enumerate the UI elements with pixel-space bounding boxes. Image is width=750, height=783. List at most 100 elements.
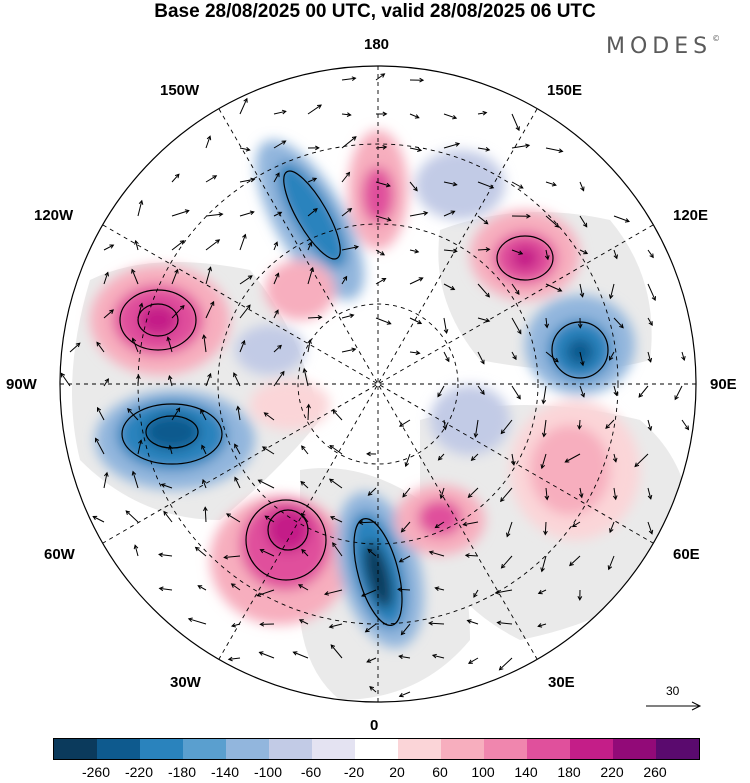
wind-arrow — [609, 351, 615, 361]
wind-arrow-head — [179, 240, 185, 245]
wind-arrow — [511, 351, 517, 360]
wind-arrow-head — [577, 424, 582, 430]
wind-arrow-head — [367, 548, 373, 554]
wind-arrow-head — [540, 567, 545, 573]
lon-label-60e: 60E — [673, 546, 700, 563]
wind-arrow-head — [386, 320, 392, 325]
wind-arrow-head — [518, 250, 524, 255]
wind-arrow — [409, 277, 423, 285]
wind-arrow-head — [437, 392, 442, 398]
colorbar-segment — [140, 739, 183, 759]
wind-arrow — [647, 351, 652, 363]
colorbar-segment — [398, 739, 441, 759]
wind-arrow-head — [60, 372, 66, 378]
wind-arrow — [477, 351, 485, 364]
lon-label-150w: 150W — [160, 82, 200, 99]
wind-arrow — [506, 521, 513, 537]
wind-arrow — [258, 479, 275, 489]
wind-arrow-head — [366, 451, 371, 457]
wind-arrow — [324, 589, 343, 595]
wind-arrow — [359, 521, 377, 524]
colorbar-tick-label: 20 — [389, 764, 405, 780]
wind-arrow-head — [380, 251, 385, 256]
wind-arrow-head — [235, 405, 241, 411]
wind-arrow — [545, 487, 548, 500]
wind-arrow — [544, 521, 547, 535]
wind-arrow — [233, 372, 241, 387]
wind-arrow-head — [131, 470, 137, 476]
wind-arrow-head — [264, 515, 270, 520]
wind-arrow-head — [494, 590, 500, 595]
wind-arrow-head — [315, 145, 320, 151]
wind-arrow — [545, 351, 559, 363]
wind-arrow — [647, 487, 652, 500]
wind-arrow-head — [95, 437, 100, 443]
wind-arrow-head — [554, 223, 560, 228]
wind-vectors — [60, 73, 690, 698]
wind-arrow — [579, 249, 588, 254]
wind-arrow-head — [328, 624, 334, 629]
wind-arrow-head — [349, 313, 355, 319]
wind-arrow-head — [386, 217, 392, 222]
wind-arrow-head — [467, 493, 473, 499]
wind-arrow-head — [647, 494, 653, 500]
wind-arrow-head — [518, 184, 524, 189]
wind-arrow-head — [648, 529, 654, 535]
wind-arrow-head — [496, 620, 502, 626]
wind-arrow — [435, 587, 445, 591]
wind-arrow — [171, 269, 179, 285]
wind-arrow-head — [428, 550, 434, 556]
wind-arrow-head — [571, 522, 577, 528]
wind-arrow — [647, 317, 653, 326]
wind-arrow-head — [347, 207, 353, 213]
wind-arrow-head — [233, 372, 238, 378]
wind-arrow — [545, 147, 563, 152]
wind-arrow-head — [418, 277, 424, 282]
wind-arrow — [205, 301, 215, 319]
wind-arrow — [409, 249, 419, 253]
wind-arrow — [330, 516, 343, 523]
wind-arrow-head — [417, 319, 423, 325]
wind-arrow — [307, 316, 322, 319]
colorbar — [53, 738, 700, 760]
wind-arrow — [264, 412, 275, 421]
wind-arrow-head — [300, 480, 306, 486]
wind-arrow-head — [541, 432, 547, 438]
wind-arrow — [647, 283, 656, 301]
wind-arrow-head — [482, 110, 488, 116]
wind-arrow — [538, 589, 547, 594]
wind-arrow-head — [125, 510, 131, 515]
wind-arrow-head — [634, 462, 640, 468]
wind-arrow-head — [651, 296, 656, 302]
wind-arrow — [171, 407, 181, 421]
wind-arrow — [579, 351, 584, 366]
wind-arrow-head — [450, 285, 456, 291]
reference-vector — [646, 701, 702, 711]
wind-arrow-head — [242, 233, 247, 239]
colorbar-segment — [613, 739, 656, 759]
wind-arrow — [375, 146, 387, 149]
map-title: Base 28/08/2025 00 UTC, valid 28/08/2025… — [154, 1, 596, 22]
wind-arrow — [341, 113, 351, 116]
wind-arrow-head — [309, 266, 315, 272]
wind-arrow — [273, 309, 279, 319]
wind-arrow-head — [134, 239, 139, 245]
wind-arrow-head — [485, 317, 491, 323]
colorbar-segment — [527, 739, 570, 759]
wind-arrow-head — [277, 344, 282, 350]
wind-arrow-head — [619, 323, 624, 329]
wind-arrow-head — [131, 337, 137, 343]
wind-arrow — [137, 303, 143, 319]
wind-arrow — [361, 589, 377, 597]
colorbar-segment — [226, 739, 269, 759]
wind-arrow-head — [353, 245, 360, 250]
wind-arrow-head — [263, 412, 269, 417]
wind-arrow-head — [450, 210, 456, 215]
wind-arrow-head — [428, 620, 433, 626]
wind-arrow — [239, 340, 245, 353]
wind-arrow — [307, 177, 317, 183]
wind-arrow-head — [249, 210, 255, 216]
wind-arrow — [205, 239, 220, 251]
wind-arrow-head — [203, 506, 208, 512]
wind-arrow-head — [187, 617, 193, 623]
